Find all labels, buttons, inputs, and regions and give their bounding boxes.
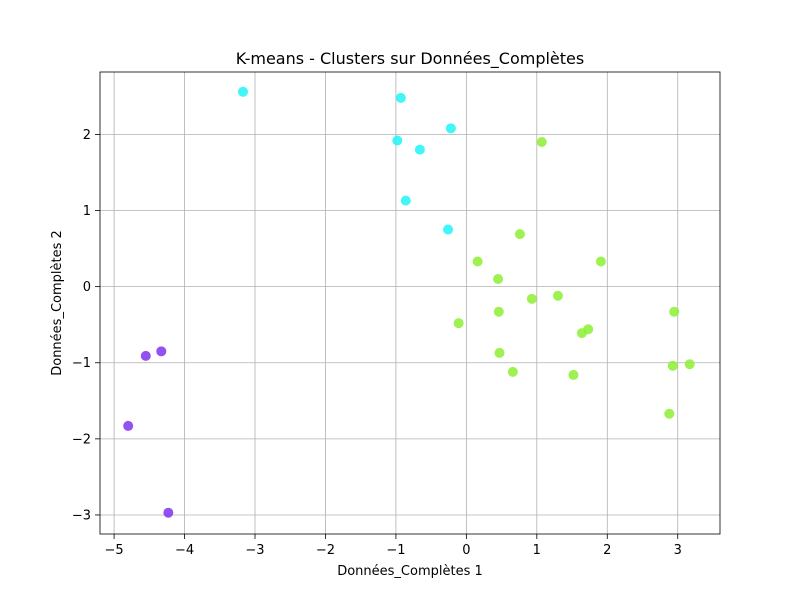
scatter-point bbox=[453, 318, 464, 329]
scatter-point bbox=[507, 366, 518, 377]
scatter-point bbox=[493, 274, 504, 285]
scatter-point bbox=[163, 507, 174, 518]
x-tick-label: −2 bbox=[316, 543, 335, 558]
scatter-point bbox=[443, 224, 454, 235]
scatter-point bbox=[664, 408, 675, 419]
y-axis-label: Données_Complètes 2 bbox=[50, 230, 65, 376]
scatter-point bbox=[667, 360, 678, 371]
scatter-point bbox=[156, 346, 167, 357]
y-tick-label: −1 bbox=[72, 356, 91, 371]
scatter-point bbox=[595, 256, 606, 267]
chart-title: K-means - Clusters sur Données_Complètes bbox=[236, 49, 584, 69]
x-tick-label: 2 bbox=[603, 543, 611, 558]
x-tick-label: 0 bbox=[462, 543, 470, 558]
scatter-point bbox=[400, 195, 411, 206]
y-tick-label: 2 bbox=[83, 128, 91, 143]
scatter-point bbox=[552, 290, 563, 301]
scatter-point bbox=[526, 293, 537, 304]
scatter-point bbox=[568, 369, 579, 380]
scatter-point bbox=[414, 144, 425, 155]
plot-frame bbox=[99, 71, 721, 535]
x-tick-label: −4 bbox=[175, 543, 194, 558]
scatter-point bbox=[536, 137, 547, 148]
grid bbox=[100, 72, 720, 534]
scatter-point bbox=[576, 328, 587, 339]
scatter-point bbox=[494, 347, 505, 358]
scatter-point bbox=[472, 256, 483, 267]
y-tick-label: −3 bbox=[72, 508, 91, 523]
scatter-point bbox=[140, 350, 151, 361]
scatter-point bbox=[392, 135, 403, 146]
scatter-point bbox=[684, 359, 695, 370]
axis-ticks: −5 −4 −3 −2 −1 0 1 2 3 −3 −2 −1 0 1 2 bbox=[72, 128, 682, 558]
y-tick-label: 0 bbox=[83, 280, 91, 295]
scatter-point bbox=[445, 123, 456, 134]
y-tick-label: −2 bbox=[72, 432, 91, 447]
x-tick-label: 1 bbox=[533, 543, 541, 558]
scatter-point bbox=[395, 92, 406, 103]
scatter-point bbox=[514, 229, 525, 240]
x-tick-label: −5 bbox=[105, 543, 124, 558]
x-tick-label: −3 bbox=[245, 543, 264, 558]
scatter-point bbox=[123, 420, 134, 431]
scatter-point bbox=[669, 306, 680, 317]
x-axis-label: Données_Complètes 1 bbox=[337, 564, 483, 579]
x-tick-label: −1 bbox=[386, 543, 405, 558]
y-tick-label: 1 bbox=[83, 204, 91, 219]
data-points bbox=[123, 86, 695, 518]
scatter-point bbox=[493, 306, 504, 317]
scatter-point bbox=[238, 86, 249, 97]
x-tick-label: 3 bbox=[674, 543, 682, 558]
